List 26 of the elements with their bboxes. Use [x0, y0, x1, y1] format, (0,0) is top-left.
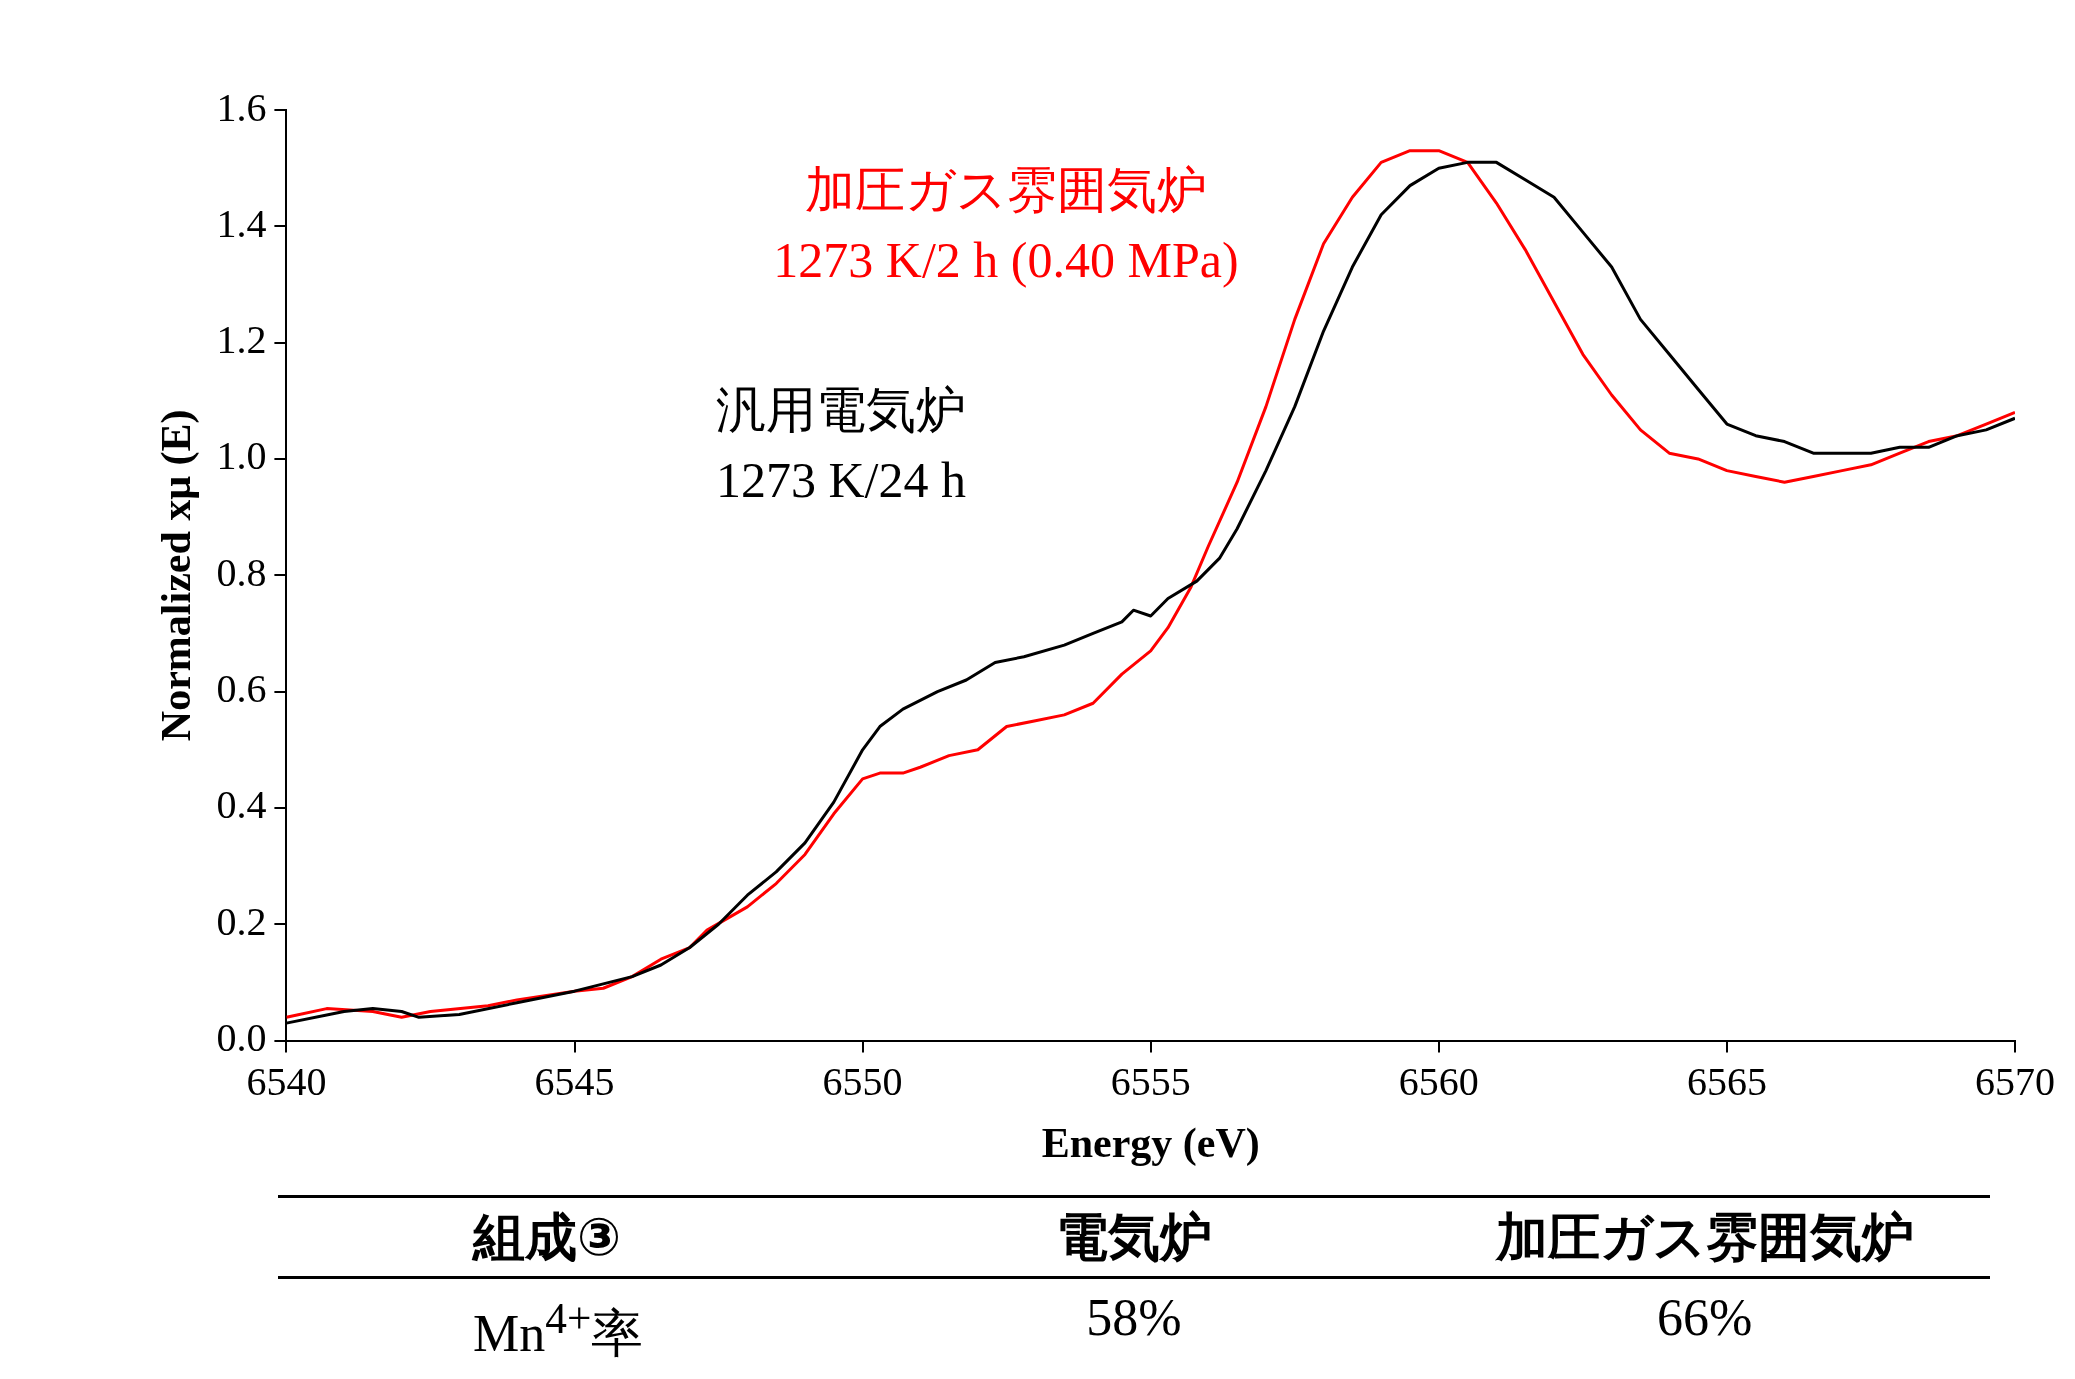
x-axis-title: Energy (eV): [1041, 1119, 1260, 1167]
y-tick-label: 1.0: [216, 433, 267, 479]
y-tick-label: 0.2: [216, 898, 267, 944]
y-tick-label: 1.6: [216, 84, 267, 130]
text: 66%: [1656, 1288, 1754, 1348]
x-tick-label: 6545: [534, 1059, 615, 1105]
y-tick-label: 1.4: [216, 200, 267, 246]
x-tick-label: 6555: [1110, 1059, 1191, 1105]
y-tick-label: 1.2: [216, 317, 267, 363]
text: 加圧ガス雰囲気炉: [1419, 1195, 1990, 1279]
y-tick-label: 0.0: [216, 1015, 267, 1061]
x-tick-label: 6565: [1686, 1059, 1767, 1105]
text: 58%: [1085, 1288, 1183, 1348]
series-label: 加圧ガス雰囲気炉 1273 K/2 h (0.40 MPa): [773, 161, 1239, 290]
x-tick-label: 6570: [1975, 1059, 2055, 1105]
y-axis-title: Normalized xμ (E): [153, 409, 201, 742]
text: 汎用電気炉 1273 K/24 h: [716, 381, 966, 510]
x-tick-label: 6560: [1398, 1059, 1479, 1105]
text: 組成③: [278, 1195, 849, 1279]
y-tick-label: 0.6: [216, 666, 267, 712]
y-tick-label: 0.4: [216, 782, 267, 828]
x-tick-label: 6550: [822, 1059, 903, 1105]
x-tick-label: 6540: [246, 1059, 327, 1105]
text: 電気炉: [848, 1195, 1420, 1279]
text: Mn$^{4+}$率: [472, 1293, 645, 1365]
y-tick-label: 0.8: [216, 549, 267, 595]
